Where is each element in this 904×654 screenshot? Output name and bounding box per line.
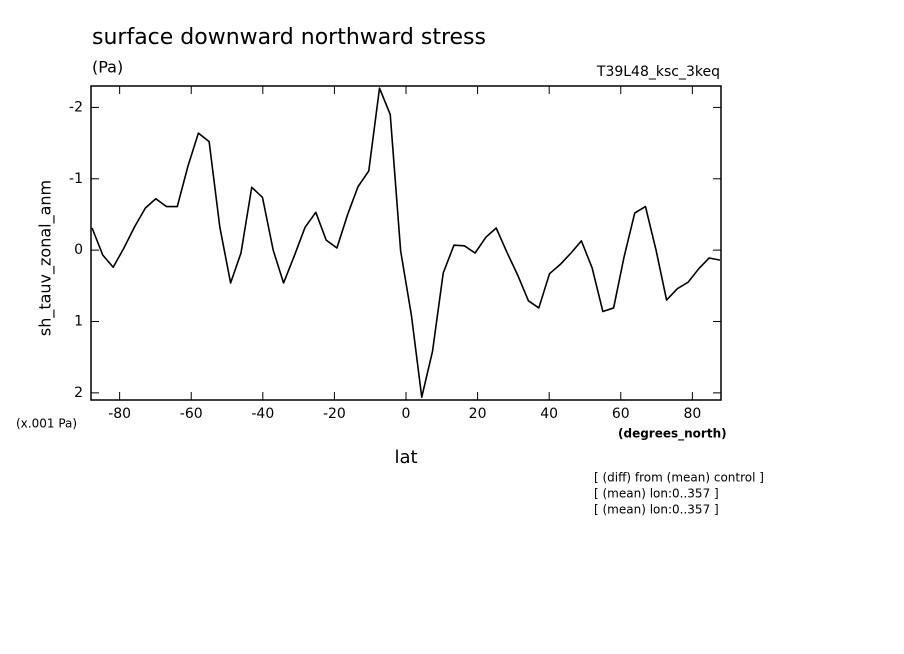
units: (Pa)	[92, 58, 123, 77]
x-tick-label: -40	[251, 406, 274, 422]
note: [ (diff) from (mean) control ]	[594, 471, 764, 485]
x-tick-label: -60	[180, 406, 203, 422]
y-tick-label: -2	[69, 99, 83, 115]
y-axis-label: sh_tauv_zonal_anm	[36, 180, 56, 336]
x-units: (degrees_north)	[618, 427, 727, 442]
chart-title: surface downward northward stress	[92, 25, 486, 50]
x-tick-label: 0	[402, 406, 411, 422]
x-tick-label: 80	[683, 406, 701, 422]
x-axis-label: lat	[394, 447, 417, 468]
run-label: T39L48_ksc_3keq	[596, 64, 720, 80]
y-scale-note: (x.001 Pa)	[16, 417, 77, 431]
x-tick-label: 40	[540, 406, 558, 422]
y-tick-label: 1	[74, 314, 83, 330]
y-tick-label: 0	[74, 242, 83, 258]
y-tick-label: -1	[69, 171, 83, 187]
note: [ (mean) lon:0..357 ]	[594, 487, 719, 501]
x-tick-label: -80	[108, 406, 131, 422]
x-tick-label: 20	[469, 406, 487, 422]
y-tick-label: 2	[74, 385, 83, 401]
data-line	[91, 87, 721, 398]
note: [ (mean) lon:0..357 ]	[594, 503, 719, 517]
x-tick-label: 60	[612, 406, 630, 422]
x-tick-label: -20	[323, 406, 346, 422]
